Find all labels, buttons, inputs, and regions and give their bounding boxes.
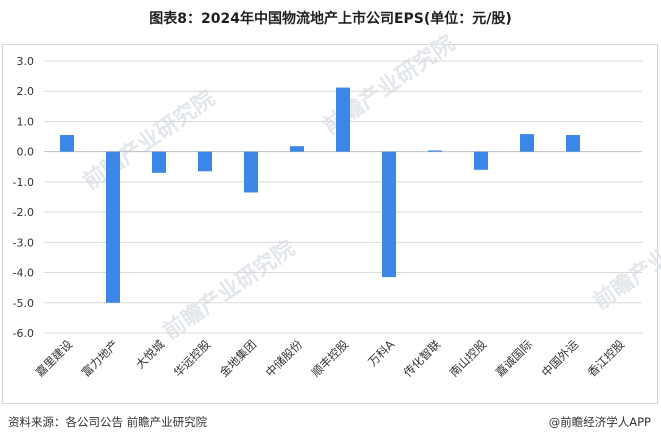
- bar-4: [198, 151, 212, 172]
- y-tick-label: 2.0: [17, 85, 35, 98]
- chart-frame: [2, 44, 658, 404]
- bar-12: [566, 135, 580, 152]
- y-tick-label: -6.0: [13, 327, 34, 340]
- bar-5: [244, 151, 258, 193]
- watermark-text: 前瞻产业研究院: [589, 205, 661, 315]
- y-axis-ticks: 3.0 2.0 1.0 0.0 -1.0 -2.0 -3.0 -4.0 -5.0 -6.0: [13, 55, 34, 340]
- x-tick-label: 南山控股: [447, 337, 490, 380]
- x-tick-label: 嘉诚国际: [493, 337, 535, 379]
- watermark-text: 前瞻产业研究院: [159, 235, 300, 345]
- y-tick-label: -3.0: [13, 236, 34, 249]
- x-tick-label: 传化智联: [401, 337, 444, 380]
- y-tick-label: 1.0: [17, 115, 35, 128]
- x-tick-label: 顺丰控股: [309, 337, 352, 380]
- brand-credit: @前瞻经济学人APP: [548, 415, 651, 429]
- bar-6: [290, 146, 304, 152]
- x-tick-label: 大悦城: [133, 337, 168, 372]
- bar-3: [152, 151, 166, 173]
- bars: [60, 87, 580, 303]
- y-tick-label: -5.0: [13, 297, 34, 310]
- bar-1: [60, 135, 74, 152]
- bar-11: [520, 134, 534, 152]
- x-tick-label: 富力地产: [79, 337, 121, 379]
- chart-title: 图表8：2024年中国物流地产上市公司EPS(单位：元/股): [149, 11, 512, 27]
- x-axis-labels: 嘉里建设 富力地产 大悦城 华远控股 金地集团 中储股份 顺丰控股 万科A 传化智联 南山控股 嘉诚…: [33, 337, 628, 380]
- x-tick-label: 金地集团: [217, 337, 259, 379]
- y-tick-label: -4.0: [13, 267, 34, 280]
- x-tick-label: 华远控股: [171, 337, 214, 380]
- y-tick-label: -2.0: [13, 206, 34, 219]
- source-note: 资料来源：各公司公告 前瞻产业研究院: [8, 415, 208, 429]
- y-tick-label: 3.0: [17, 55, 35, 68]
- x-tick-label: 香江控股: [585, 337, 628, 380]
- x-tick-label: 中国外运: [539, 337, 582, 380]
- x-tick-label: 万科A: [365, 337, 397, 369]
- watermark-text: 前瞻产业研究院: [79, 85, 220, 195]
- bar-9: [428, 150, 442, 152]
- y-tick-label: 0.0: [17, 146, 35, 159]
- bar-8: [382, 151, 396, 278]
- x-tick-label: 中储股份: [263, 337, 306, 380]
- x-tick-label: 嘉里建设: [33, 337, 76, 380]
- bar-10: [474, 151, 488, 170]
- y-tick-label: -1.0: [13, 176, 34, 189]
- bar-2: [106, 151, 120, 303]
- bar-7: [336, 87, 350, 152]
